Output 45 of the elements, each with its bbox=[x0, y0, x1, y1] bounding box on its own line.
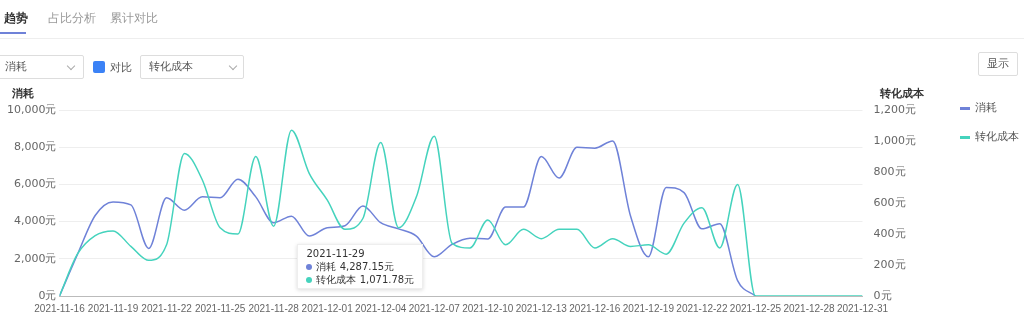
y-tick-label: 10,000元 bbox=[6, 102, 57, 116]
y2-tick-label: 200元 bbox=[873, 257, 906, 271]
text: 对比 bbox=[110, 60, 132, 75]
y-tick-label: 6,000元 bbox=[13, 177, 57, 191]
x-tick-label: 2021-11-22 bbox=[141, 302, 193, 314]
annotation: 转化成本 1,071.78元 bbox=[315, 273, 415, 286]
x-tick-label: 2021-12-13 bbox=[515, 302, 568, 314]
x-tick-label: 2021-11-16 bbox=[34, 302, 86, 314]
annotation: 2021-11-29 bbox=[306, 247, 366, 260]
x-tick-label: 2021-12-28 bbox=[783, 302, 835, 314]
y2-tick-label: 1,200元 bbox=[873, 102, 917, 116]
text: 显示 bbox=[978, 52, 1018, 76]
y-axis-title: 消耗 bbox=[12, 86, 34, 101]
y2-tick-label: 0元 bbox=[873, 288, 892, 302]
text: 转化成本 bbox=[140, 55, 244, 79]
x-tick-label: 2021-12-19 bbox=[622, 302, 675, 314]
x-tick-label: 2021-12-16 bbox=[569, 302, 621, 314]
x-tick-label: 2021-11-28 bbox=[248, 302, 300, 314]
y2-axis-title: 转化成本 bbox=[880, 86, 924, 101]
x-tick-label: 2021-12-10 bbox=[462, 302, 514, 314]
legend-label: 转化成本 bbox=[974, 129, 1019, 144]
y2-tick-label: 600元 bbox=[873, 195, 906, 209]
x-tick-label: 2021-11-25 bbox=[194, 302, 246, 314]
text: 占比分析 bbox=[48, 10, 96, 27]
text: 累计对比 bbox=[110, 10, 158, 27]
y-tick-label: 0元 bbox=[38, 288, 57, 302]
x-tick-label: 2021-12-31 bbox=[836, 302, 889, 314]
y-tick-label: 2,000元 bbox=[13, 251, 57, 265]
text: 趋势 bbox=[4, 10, 28, 27]
x-tick-label: 2021-12-04 bbox=[355, 302, 407, 314]
x-tick-label: 2021-12-07 bbox=[408, 302, 461, 314]
annotation: 消耗 4,287.15元 bbox=[315, 260, 396, 273]
line-series bbox=[59, 129, 863, 296]
legend-label: 消耗 bbox=[974, 100, 998, 115]
x-tick-label: 2021-12-22 bbox=[676, 302, 728, 314]
y2-tick-label: 400元 bbox=[873, 226, 906, 240]
x-tick-label: 2021-11-19 bbox=[87, 302, 139, 314]
x-tick-label: 2021-12-01 bbox=[301, 302, 354, 314]
y-tick-label: 8,000元 bbox=[13, 140, 57, 154]
y-tick-label: 4,000元 bbox=[13, 214, 57, 228]
y2-tick-label: 800元 bbox=[873, 164, 906, 178]
y2-tick-label: 1,000元 bbox=[873, 133, 917, 147]
text: 消耗 bbox=[0, 55, 84, 79]
x-tick-label: 2021-12-25 bbox=[729, 302, 782, 314]
line-series bbox=[59, 140, 757, 296]
